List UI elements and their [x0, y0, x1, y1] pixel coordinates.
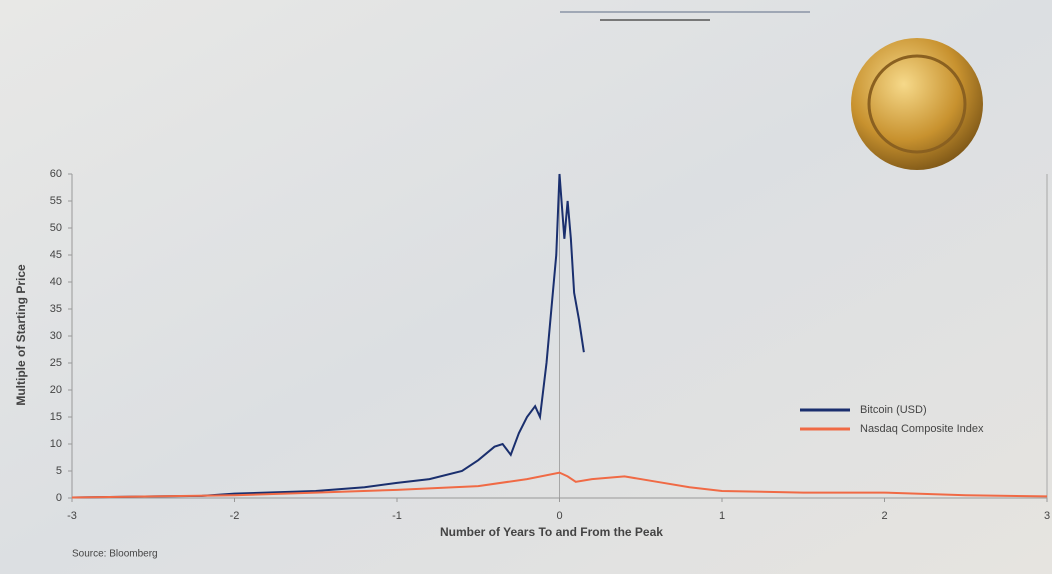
y-tick-label: 0	[56, 492, 62, 504]
x-tick-label: 2	[881, 510, 887, 522]
y-tick-label: 5	[56, 465, 62, 477]
x-tick-label: -2	[230, 510, 240, 522]
y-tick-label: 45	[50, 249, 62, 261]
chart: Number of Years To and From the Peak Mul…	[0, 0, 1052, 574]
x-tick-label: 0	[556, 510, 562, 522]
y-tick-label: 50	[50, 222, 62, 234]
legend-label: Nasdaq Composite Index	[860, 423, 984, 435]
page: {"chart_data": {"type": "line", "x_label…	[0, 0, 1052, 574]
x-axis-label: Number of Years To and From the Peak	[440, 525, 663, 539]
y-tick-label: 60	[50, 168, 62, 180]
y-axis-label: Multiple of Starting Price	[14, 264, 28, 406]
y-tick-label: 15	[50, 411, 62, 423]
y-tick-label: 20	[50, 384, 62, 396]
x-tick-label: 1	[719, 510, 725, 522]
y-tick-label: 30	[50, 330, 62, 342]
y-tick-label: 55	[50, 195, 62, 207]
legend-label: Bitcoin (USD)	[860, 404, 927, 416]
x-tick-label: -1	[392, 510, 402, 522]
y-tick-label: 25	[50, 357, 62, 369]
x-tick-label: -3	[67, 510, 77, 522]
y-tick-label: 10	[50, 438, 62, 450]
y-tick-label: 35	[50, 303, 62, 315]
source: Source: Bloomberg	[72, 549, 158, 560]
coin	[851, 38, 983, 170]
y-tick-label: 40	[50, 276, 62, 288]
x-tick-label: 3	[1044, 510, 1050, 522]
